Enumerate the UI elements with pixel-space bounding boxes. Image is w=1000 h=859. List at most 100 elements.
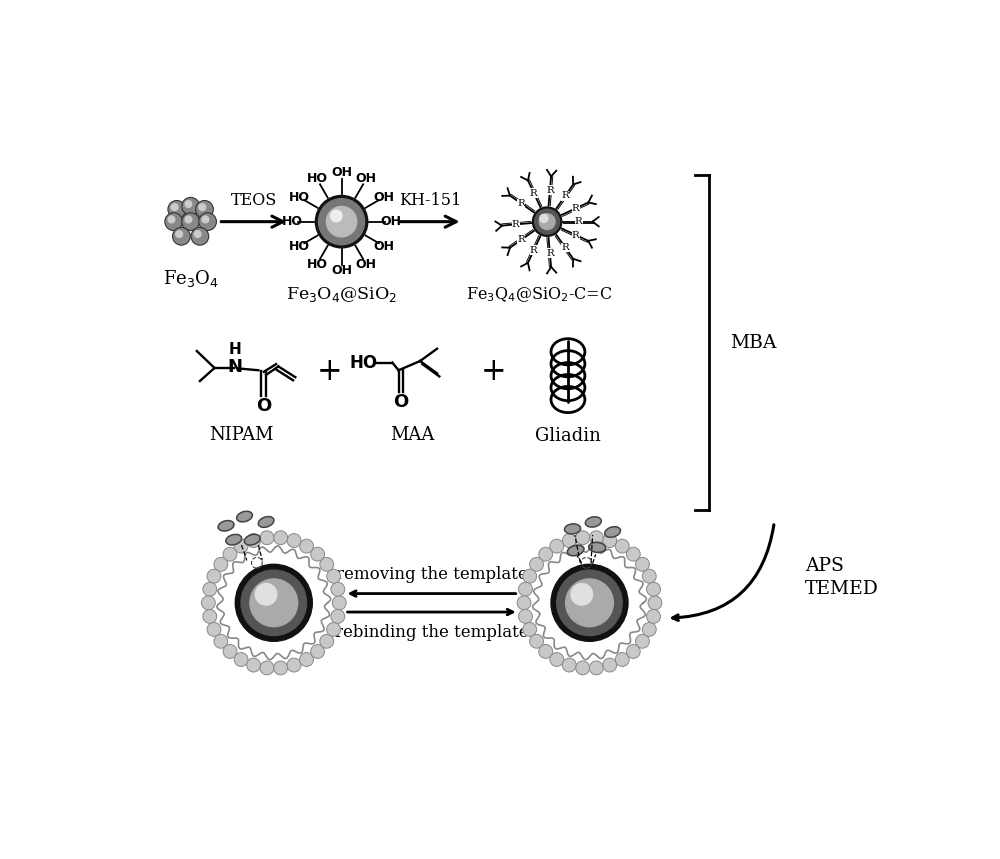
- Text: R: R: [530, 188, 538, 198]
- Circle shape: [615, 539, 629, 553]
- Circle shape: [519, 582, 532, 596]
- Circle shape: [571, 583, 593, 605]
- Circle shape: [202, 216, 209, 222]
- Circle shape: [562, 533, 576, 547]
- Circle shape: [185, 216, 192, 222]
- Text: OH: OH: [331, 166, 352, 179]
- Circle shape: [287, 658, 301, 672]
- Circle shape: [274, 661, 288, 675]
- Circle shape: [603, 533, 617, 547]
- Text: HO: HO: [282, 215, 303, 228]
- Circle shape: [642, 623, 656, 637]
- Circle shape: [234, 653, 248, 667]
- Circle shape: [241, 570, 307, 636]
- Circle shape: [287, 533, 301, 547]
- Circle shape: [535, 210, 560, 235]
- Text: O: O: [256, 398, 271, 416]
- Circle shape: [530, 557, 543, 571]
- Text: OH: OH: [380, 215, 401, 228]
- Circle shape: [647, 610, 660, 624]
- Text: TEMED: TEMED: [805, 580, 879, 598]
- Circle shape: [533, 207, 562, 236]
- Circle shape: [311, 547, 325, 561]
- Circle shape: [235, 564, 312, 642]
- Circle shape: [327, 570, 341, 583]
- Circle shape: [331, 582, 345, 596]
- Circle shape: [331, 610, 345, 624]
- Circle shape: [203, 610, 217, 624]
- Circle shape: [194, 231, 201, 237]
- Circle shape: [523, 623, 537, 637]
- Text: Gliadin: Gliadin: [535, 427, 601, 445]
- Circle shape: [182, 213, 199, 230]
- Text: O: O: [393, 393, 408, 411]
- Circle shape: [319, 198, 365, 245]
- Circle shape: [540, 215, 548, 222]
- Circle shape: [300, 539, 313, 553]
- Circle shape: [260, 661, 274, 675]
- Text: Fe$_3$O$_4$: Fe$_3$O$_4$: [163, 268, 219, 289]
- Ellipse shape: [589, 542, 606, 552]
- Text: HO: HO: [350, 354, 378, 372]
- Ellipse shape: [218, 521, 234, 531]
- Text: APS: APS: [805, 557, 844, 575]
- Circle shape: [260, 531, 274, 545]
- Ellipse shape: [605, 527, 620, 537]
- Text: MAA: MAA: [390, 426, 435, 444]
- Text: H: H: [229, 342, 242, 357]
- Text: +: +: [480, 356, 506, 387]
- Text: R: R: [561, 243, 569, 252]
- Circle shape: [214, 557, 228, 571]
- Circle shape: [576, 531, 590, 545]
- Text: R: R: [530, 246, 538, 255]
- Text: N: N: [228, 358, 243, 376]
- Text: +: +: [316, 356, 342, 387]
- Circle shape: [311, 644, 325, 658]
- Text: MBA: MBA: [730, 334, 777, 352]
- Text: OH: OH: [356, 258, 377, 271]
- Circle shape: [550, 653, 564, 667]
- Text: R: R: [517, 199, 525, 208]
- Text: HO: HO: [306, 258, 327, 271]
- Circle shape: [566, 579, 613, 627]
- Text: R: R: [546, 248, 554, 258]
- Circle shape: [274, 531, 288, 545]
- Text: OH: OH: [331, 265, 352, 277]
- Circle shape: [247, 533, 261, 547]
- Circle shape: [320, 557, 334, 571]
- Ellipse shape: [226, 534, 242, 545]
- Circle shape: [315, 196, 368, 248]
- Text: removing the template: removing the template: [336, 566, 528, 582]
- Circle shape: [626, 547, 640, 561]
- Circle shape: [557, 570, 622, 636]
- Circle shape: [615, 653, 629, 667]
- Circle shape: [176, 231, 183, 237]
- Ellipse shape: [585, 517, 601, 527]
- Ellipse shape: [244, 534, 260, 545]
- Text: TEOS: TEOS: [231, 192, 277, 210]
- Circle shape: [551, 564, 628, 642]
- Circle shape: [642, 570, 656, 583]
- Circle shape: [255, 583, 277, 605]
- Circle shape: [589, 531, 603, 545]
- Circle shape: [636, 557, 649, 571]
- Text: NIPAM: NIPAM: [209, 426, 274, 444]
- Ellipse shape: [567, 545, 584, 556]
- Text: R: R: [572, 230, 580, 240]
- Circle shape: [207, 623, 221, 637]
- Circle shape: [517, 596, 531, 610]
- Circle shape: [320, 634, 334, 649]
- Text: R: R: [517, 235, 525, 244]
- Circle shape: [550, 539, 564, 553]
- Circle shape: [539, 644, 553, 658]
- Circle shape: [199, 213, 216, 230]
- Circle shape: [326, 206, 357, 237]
- Circle shape: [171, 204, 178, 210]
- Text: R: R: [572, 204, 580, 213]
- Text: KH-151: KH-151: [399, 192, 461, 210]
- Text: HO: HO: [306, 173, 327, 186]
- Circle shape: [603, 658, 617, 672]
- Circle shape: [191, 228, 209, 245]
- Circle shape: [300, 653, 313, 667]
- Circle shape: [185, 201, 192, 207]
